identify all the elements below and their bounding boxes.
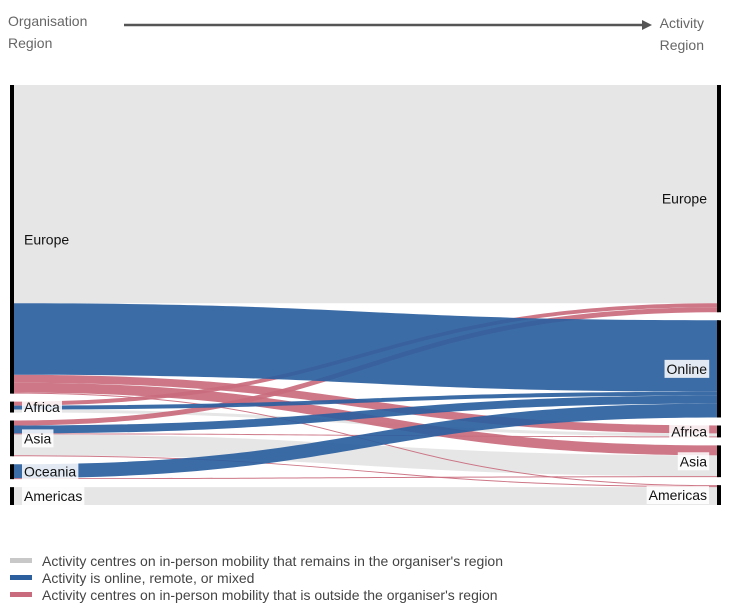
label-background: [677, 452, 710, 471]
legend-label: Activity is online, remote, or mixed: [42, 569, 255, 586]
link-europe-to-online: [12, 303, 719, 392]
link-americas-to-americas: [12, 487, 719, 505]
target-node-africa: [717, 425, 721, 438]
legend-item-same-region: Activity centres on in-person mobility t…: [10, 552, 503, 569]
direction-arrow: [124, 20, 652, 30]
link-asia-to-online: [12, 395, 719, 434]
source-node-label-asia: Asia: [24, 430, 51, 446]
target-node-label-online: Online: [667, 361, 708, 377]
source-node-africa: [10, 401, 14, 413]
target-node-label-europe: Europe: [662, 191, 707, 207]
legend-label: Activity centres on in-person mobility t…: [42, 552, 503, 569]
sankey-chart: Europe Africa Asia Oceania Americas Europe Onl…: [10, 85, 721, 506]
link-africa-to-online: [12, 391, 719, 410]
legend-label: Activity centres on in-person mobility t…: [42, 586, 498, 603]
source-node-asia: [10, 420, 14, 457]
link-europe-to-africa: [12, 374, 719, 434]
target-node-americas: [717, 485, 721, 505]
target-axis-title-line2: Region: [659, 37, 704, 53]
link-asia-to-asia: [12, 434, 719, 477]
legend-swatch: [10, 575, 32, 580]
label-background: [22, 462, 79, 481]
label-background: [646, 486, 709, 505]
label-background: [22, 487, 85, 506]
target-node-europe: [717, 85, 721, 313]
source-axis-title-line2: Region: [8, 35, 53, 51]
label-background: [669, 422, 710, 441]
label-background: [22, 429, 54, 448]
source-node-europe: [10, 85, 14, 394]
label-background: [664, 359, 710, 378]
link-oceania-to-online: [12, 403, 719, 479]
source-axis-title: Organisation Region: [8, 10, 87, 54]
link-europe-to-asia: [12, 382, 719, 456]
legend-swatch: [10, 592, 32, 597]
target-node-label-americas: Americas: [649, 487, 707, 503]
source-node-label-africa: Africa: [24, 399, 60, 415]
label-background: [22, 398, 62, 417]
legend-item-outside-region: Activity centres on in-person mobility t…: [10, 586, 503, 603]
link-asia-to-americas: [12, 455, 719, 488]
source-axis-title-line1: Organisation: [8, 13, 88, 29]
link-oceania-to-asia: [12, 476, 719, 480]
legend: Activity centres on in-person mobility t…: [10, 552, 503, 603]
target-node-label-asia: Asia: [680, 453, 707, 469]
source-node-americas: [10, 487, 14, 505]
target-axis-title-line1: Activity: [659, 15, 704, 31]
source-node-label-europe: Europe: [24, 231, 69, 247]
link-europe-to-europe: [12, 85, 719, 304]
nodes-layer: [10, 85, 721, 505]
legend-swatch: [10, 558, 32, 563]
target-node-online: [717, 320, 721, 418]
target-node-label-africa: Africa: [671, 423, 707, 439]
source-node-oceania: [10, 464, 14, 480]
links-layer: [12, 85, 719, 505]
source-node-label-americas: Americas: [24, 488, 82, 504]
target-node-asia: [717, 445, 721, 478]
source-node-label-oceania: Oceania: [24, 464, 76, 480]
legend-item-online: Activity is online, remote, or mixed: [10, 569, 503, 586]
target-axis-title: Activity Region: [660, 12, 704, 56]
labels-layer: Europe Africa Asia Oceania Americas Europe Onl…: [22, 191, 710, 506]
